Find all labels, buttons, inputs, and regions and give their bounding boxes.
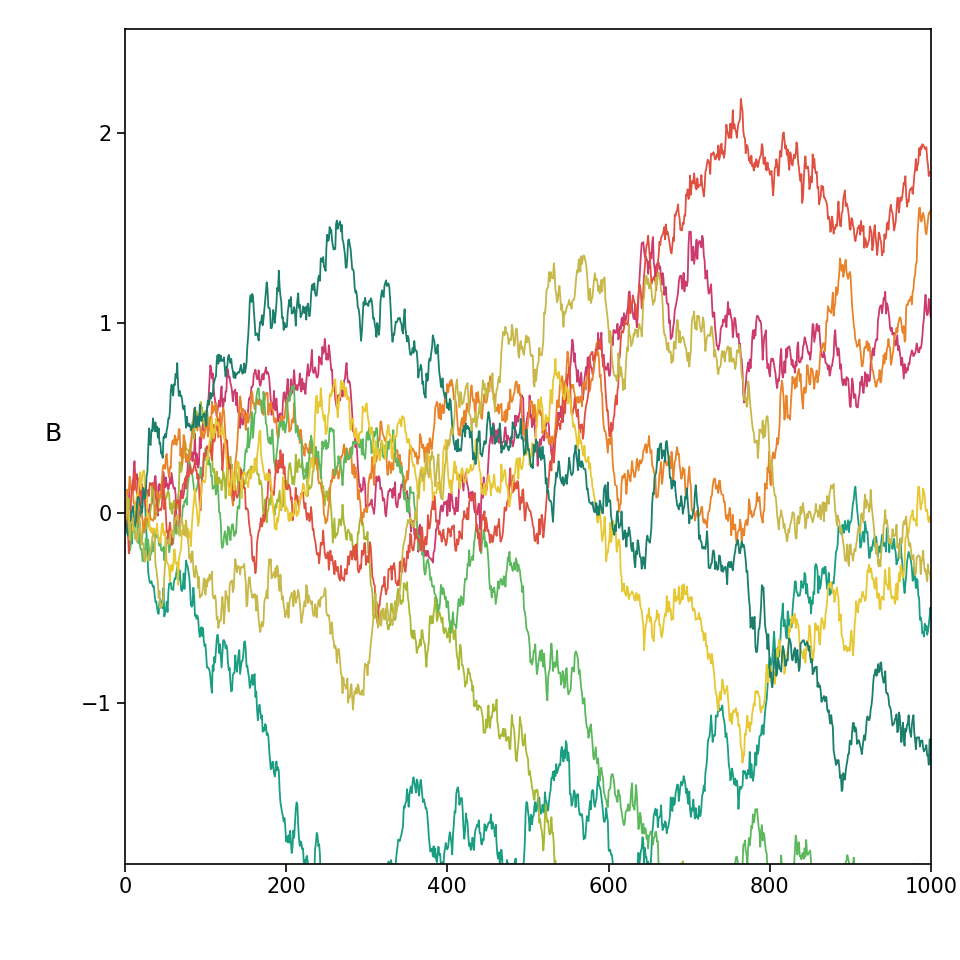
Y-axis label: B: B bbox=[44, 422, 61, 446]
